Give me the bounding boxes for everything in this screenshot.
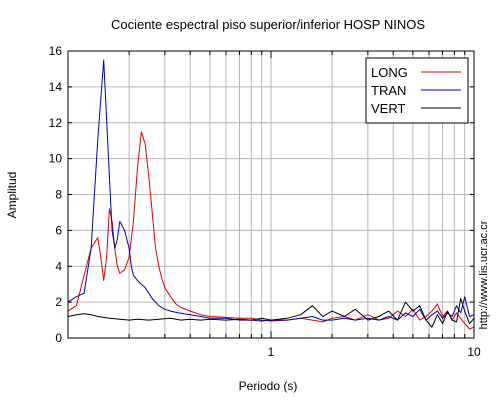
- legend: LONG TRAN VERT: [365, 57, 469, 124]
- x-tick-label: 1: [268, 345, 275, 359]
- x-tick-label: 10: [467, 345, 481, 359]
- legend-label-long: LONG: [371, 65, 408, 80]
- ticks: 0 2 4 6 8 10 12 14 16 1 10: [49, 44, 481, 359]
- y-tick-label: 10: [49, 152, 63, 166]
- y-tick-label: 0: [55, 331, 62, 345]
- x-axis-label: Periodo (s): [239, 379, 298, 393]
- y-tick-label: 8: [55, 188, 62, 202]
- watermark-url: http://www.lis.ucr.ac.cr: [478, 220, 490, 329]
- y-tick-label: 4: [55, 259, 62, 273]
- y-tick-label: 2: [55, 295, 62, 309]
- legend-label-vert: VERT: [371, 101, 405, 116]
- series-group: [67, 59, 475, 330]
- grid: [68, 51, 474, 338]
- chart-title: Cociente espectral piso superior/inferio…: [111, 17, 425, 32]
- y-axis-label: Amplitud: [5, 172, 19, 219]
- y-tick-label: 6: [55, 223, 62, 237]
- y-tick-label: 12: [49, 116, 63, 130]
- y-tick-label: 16: [49, 44, 63, 58]
- legend-label-tran: TRAN: [371, 83, 406, 98]
- series-line-vert: [67, 298, 475, 328]
- y-tick-label: 14: [49, 80, 63, 94]
- series-line-long: [67, 131, 475, 330]
